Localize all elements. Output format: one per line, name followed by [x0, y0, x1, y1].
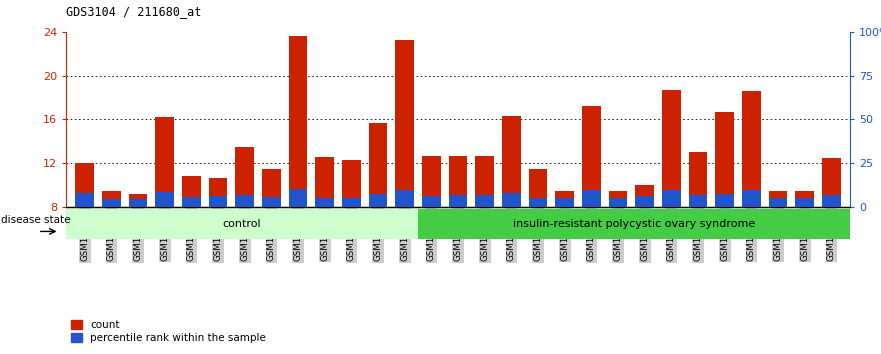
Bar: [235, 195, 254, 207]
Bar: [555, 198, 574, 207]
Bar: [582, 190, 601, 207]
Bar: [182, 198, 201, 207]
Bar: [342, 160, 361, 207]
Bar: [315, 157, 334, 207]
Bar: [635, 185, 654, 207]
Bar: [129, 194, 147, 207]
Bar: [502, 116, 521, 207]
Bar: [369, 194, 388, 207]
Bar: [555, 191, 574, 207]
Bar: [209, 177, 227, 207]
Bar: [289, 36, 307, 207]
Bar: [689, 152, 707, 207]
Bar: [663, 190, 681, 207]
Bar: [769, 198, 788, 207]
Bar: [182, 176, 201, 207]
Bar: [235, 147, 254, 207]
Bar: [529, 198, 547, 207]
Bar: [102, 191, 121, 207]
Bar: [396, 40, 414, 207]
Bar: [448, 156, 468, 207]
Bar: [715, 112, 734, 207]
Legend: count, percentile rank within the sample: count, percentile rank within the sample: [71, 320, 266, 343]
Bar: [448, 195, 468, 207]
Bar: [796, 198, 814, 207]
Bar: [129, 199, 147, 207]
Bar: [66, 209, 418, 239]
Bar: [635, 196, 654, 207]
Bar: [582, 106, 601, 207]
Bar: [742, 91, 761, 207]
Bar: [609, 191, 627, 207]
Bar: [689, 195, 707, 207]
Bar: [155, 192, 174, 207]
Bar: [769, 191, 788, 207]
Bar: [663, 90, 681, 207]
Bar: [76, 193, 94, 207]
Text: insulin-resistant polycystic ovary syndrome: insulin-resistant polycystic ovary syndr…: [513, 219, 755, 229]
Bar: [209, 196, 227, 207]
Bar: [476, 156, 494, 207]
Bar: [422, 196, 440, 207]
Bar: [742, 190, 761, 207]
Bar: [822, 195, 840, 207]
Bar: [315, 198, 334, 207]
Text: disease state: disease state: [1, 215, 70, 225]
Bar: [262, 169, 281, 207]
Bar: [476, 195, 494, 207]
Bar: [422, 156, 440, 207]
Bar: [609, 198, 627, 207]
Bar: [715, 194, 734, 207]
Bar: [502, 193, 521, 207]
Bar: [418, 209, 850, 239]
Text: control: control: [223, 219, 262, 229]
Bar: [76, 163, 94, 207]
Bar: [155, 117, 174, 207]
Bar: [529, 169, 547, 207]
Bar: [369, 123, 388, 207]
Bar: [289, 189, 307, 207]
Text: GDS3104 / 211680_at: GDS3104 / 211680_at: [66, 5, 202, 18]
Bar: [396, 190, 414, 207]
Bar: [102, 199, 121, 207]
Bar: [796, 191, 814, 207]
Bar: [262, 198, 281, 207]
Bar: [822, 158, 840, 207]
Bar: [342, 198, 361, 207]
